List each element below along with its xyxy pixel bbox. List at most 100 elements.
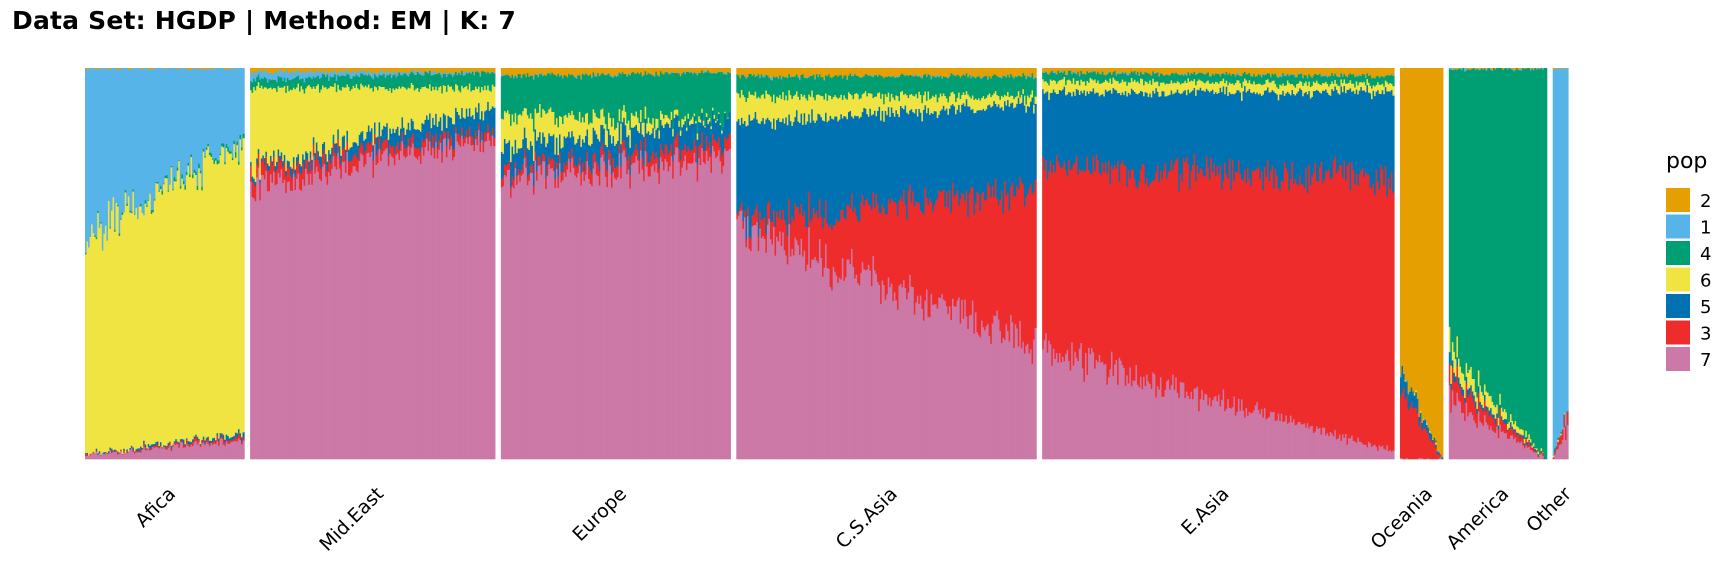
bar-segment-pop-3 bbox=[539, 155, 542, 166]
bar-segment-pop-1 bbox=[415, 72, 418, 75]
bar-segment-pop-2 bbox=[1025, 68, 1028, 79]
bar-segment-pop-1 bbox=[773, 75, 776, 77]
bar-segment-pop-6 bbox=[820, 95, 823, 118]
bar-segment-pop-2 bbox=[211, 68, 215, 70]
bar-segment-pop-2 bbox=[589, 68, 592, 75]
bar-segment-pop-6 bbox=[378, 85, 381, 123]
bar-segment-pop-5 bbox=[910, 108, 913, 203]
bar-segment-pop-1 bbox=[1107, 71, 1111, 74]
bar-segment-pop-7 bbox=[1156, 385, 1159, 460]
bar-segment-pop-3 bbox=[540, 164, 543, 175]
bar-segment-pop-3 bbox=[1069, 169, 1072, 371]
bar-segment-pop-5 bbox=[435, 113, 438, 134]
bar-segment-pop-6 bbox=[685, 127, 689, 131]
bar-segment-pop-6 bbox=[117, 206, 120, 452]
bar-segment-pop-1 bbox=[641, 75, 644, 77]
bar-segment-pop-2 bbox=[760, 68, 763, 75]
bar-segment-pop-3 bbox=[646, 152, 649, 167]
bar-segment-pop-3 bbox=[791, 216, 794, 249]
bar-segment-pop-2 bbox=[695, 68, 698, 74]
bar-segment-pop-6 bbox=[1023, 95, 1027, 106]
bar-segment-pop-1 bbox=[513, 76, 516, 79]
bar-segment-pop-4 bbox=[652, 75, 655, 119]
bar-segment-pop-3 bbox=[1219, 165, 1222, 407]
bar-segment-pop-7 bbox=[589, 183, 592, 460]
bar-segment-pop-4 bbox=[159, 185, 163, 190]
bar-segment-pop-5 bbox=[881, 110, 884, 205]
bar-segment-pop-5 bbox=[123, 448, 126, 451]
bar-segment-pop-7 bbox=[578, 165, 581, 460]
bar-segment-pop-6 bbox=[462, 87, 465, 118]
bar-segment-pop-2 bbox=[208, 68, 212, 70]
bar-segment-pop-7 bbox=[233, 440, 236, 460]
bar-segment-pop-5 bbox=[305, 151, 308, 160]
bar-segment-pop-2 bbox=[945, 68, 949, 78]
bar-segment-pop-3 bbox=[555, 161, 559, 169]
bar-segment-pop-7 bbox=[666, 161, 669, 460]
bar-segment-pop-3 bbox=[1150, 181, 1153, 389]
bar-segment-pop-7 bbox=[644, 150, 647, 460]
bar-segment-pop-3 bbox=[929, 197, 932, 318]
bar-segment-pop-3 bbox=[759, 211, 762, 229]
bar-segment-pop-7 bbox=[548, 163, 551, 460]
bar-segment-pop-5 bbox=[444, 114, 447, 133]
bar-segment-pop-1 bbox=[769, 77, 773, 80]
bar-segment-pop-6 bbox=[1019, 97, 1022, 104]
bar-segment-pop-6 bbox=[632, 115, 635, 128]
bar-segment-pop-7 bbox=[493, 145, 496, 460]
bar-segment-pop-4 bbox=[904, 75, 907, 94]
bar-segment-pop-5 bbox=[666, 122, 669, 146]
bar-segment-pop-5 bbox=[580, 146, 583, 174]
bar-segment-pop-4 bbox=[354, 76, 357, 89]
bar-segment-pop-5 bbox=[708, 121, 712, 143]
bar-segment-pop-4 bbox=[1254, 76, 1257, 85]
bar-segment-pop-2 bbox=[176, 68, 179, 70]
bar-segment-pop-7 bbox=[742, 228, 745, 460]
bar-segment-pop-2 bbox=[149, 68, 152, 69]
bar-segment-pop-6 bbox=[491, 84, 494, 107]
bar-segment-pop-2 bbox=[785, 68, 788, 78]
bar-segment-pop-7 bbox=[1126, 375, 1129, 460]
bar-segment-pop-1 bbox=[1204, 73, 1207, 75]
bar-segment-pop-4 bbox=[636, 72, 640, 118]
bar-segment-pop-4 bbox=[641, 76, 644, 124]
bar-segment-pop-3 bbox=[558, 153, 562, 164]
bar-segment-pop-5 bbox=[140, 446, 143, 450]
bar-segment-pop-6 bbox=[279, 87, 282, 156]
bar-segment-pop-7 bbox=[1043, 339, 1046, 460]
bar-segment-pop-4 bbox=[580, 79, 583, 123]
bar-segment-pop-5 bbox=[658, 138, 661, 169]
bar-segment-pop-7 bbox=[592, 168, 595, 460]
bar-segment-pop-1 bbox=[918, 75, 921, 77]
bar-segment-pop-3 bbox=[826, 223, 829, 268]
bar-segment-pop-3 bbox=[329, 163, 332, 177]
bar-segment-pop-3 bbox=[1115, 168, 1118, 360]
bar-segment-pop-6 bbox=[1062, 78, 1065, 90]
bar-segment-pop-6 bbox=[851, 94, 854, 117]
bar-segment-pop-5 bbox=[612, 135, 615, 159]
bar-segment-pop-3 bbox=[858, 221, 861, 286]
bar-segment-pop-7 bbox=[323, 163, 326, 460]
bar-segment-pop-5 bbox=[1107, 90, 1111, 162]
bar-segment-pop-4 bbox=[347, 74, 351, 87]
bar-segment-pop-3 bbox=[653, 158, 656, 172]
bar-segment-pop-3 bbox=[1149, 183, 1152, 385]
bar-segment-pop-6 bbox=[519, 113, 522, 149]
bar-segment-pop-7 bbox=[1054, 358, 1057, 460]
bar-segment-pop-6 bbox=[867, 92, 870, 117]
bar-segment-pop-4 bbox=[539, 73, 542, 104]
bar-segment-pop-3 bbox=[421, 137, 424, 148]
bar-segment-pop-7 bbox=[137, 452, 140, 460]
bar-segment-pop-7 bbox=[164, 448, 167, 460]
bar-segment-pop-5 bbox=[689, 125, 692, 150]
bar-segment-pop-7 bbox=[724, 148, 727, 460]
bar-segment-pop-7 bbox=[1199, 398, 1202, 460]
bar-segment-pop-6 bbox=[218, 163, 221, 439]
bar-segment-pop-4 bbox=[873, 75, 877, 97]
bar-segment-pop-4 bbox=[335, 80, 338, 93]
bar-segment-pop-3 bbox=[953, 196, 956, 307]
bar-segment-pop-2 bbox=[1020, 68, 1023, 78]
bar-segment-pop-4 bbox=[237, 161, 241, 165]
bar-segment-pop-7 bbox=[855, 274, 858, 460]
bar-segment-pop-2 bbox=[1271, 68, 1274, 74]
